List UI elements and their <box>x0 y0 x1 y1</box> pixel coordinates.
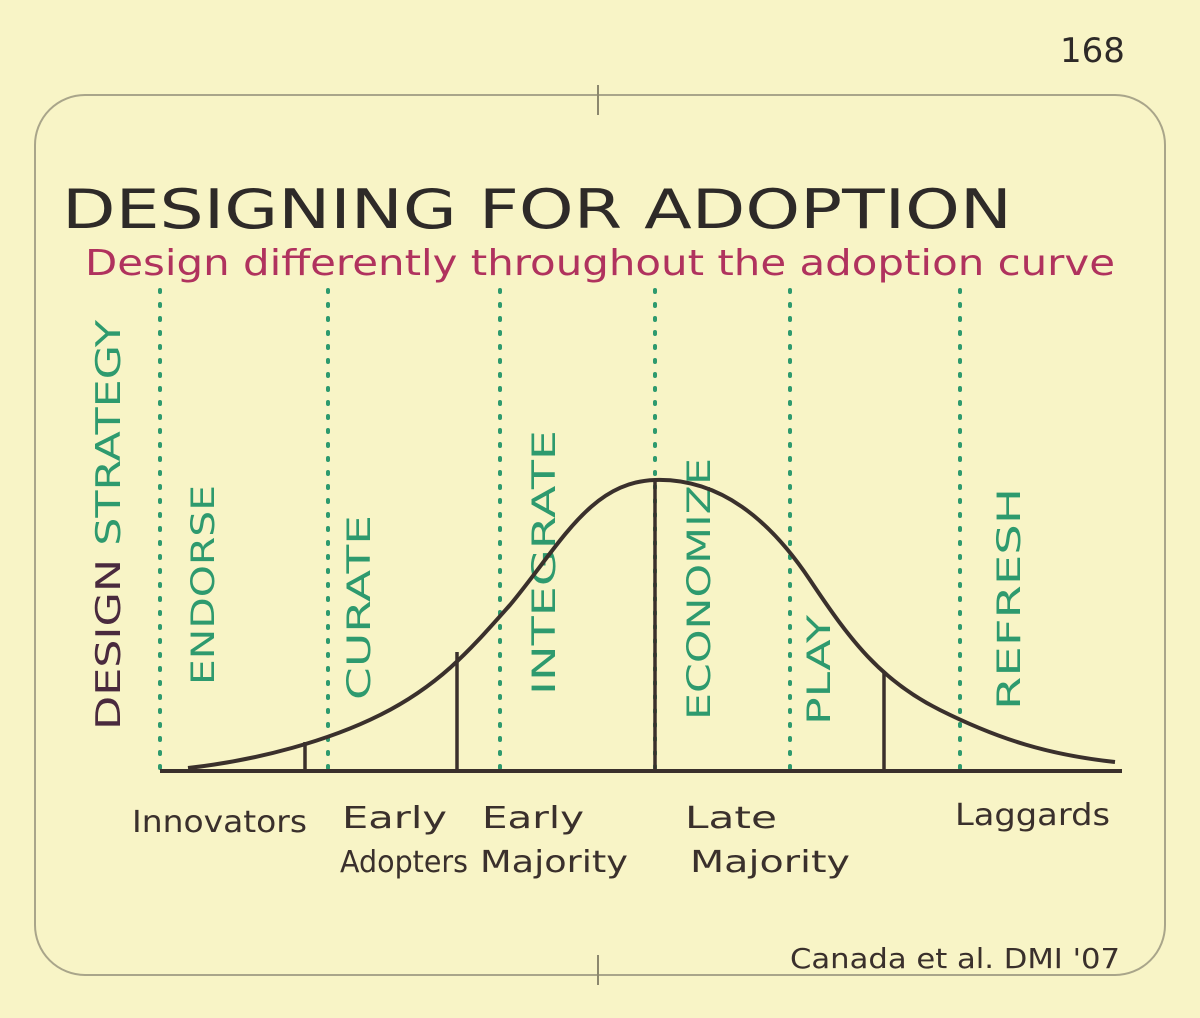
title: DESIGNING FOR ADOPTION <box>62 178 1012 241</box>
strategy-curate: CURATE <box>340 515 378 700</box>
strategy-play: PLAY <box>800 614 838 725</box>
segment-early-adopters-line2: Adopters <box>340 845 468 880</box>
segment-boundaries <box>303 480 886 771</box>
segment-early-adopters-line1: Early <box>342 801 447 836</box>
y-axis-label: DESIGNSTRATEGY <box>89 320 129 730</box>
segment-early-majority-line2: Majority <box>480 845 628 880</box>
segment-late-majority-line2: Majority <box>690 845 850 880</box>
subtitle: Design differently throughout the adopti… <box>85 243 1115 284</box>
strategy-refresh: REFRESH <box>990 488 1028 710</box>
strategy-endorse: ENDORSE <box>184 485 222 685</box>
page-number: 168 <box>1060 31 1125 71</box>
segment-laggards: Laggards <box>955 798 1110 833</box>
card-frame <box>34 94 1166 976</box>
segment-late-majority-line1: Late <box>685 801 777 836</box>
segment-innovators: Innovators <box>132 805 307 840</box>
segment-early-majority-line1: Early <box>482 801 584 836</box>
strategy-economize: ECONOMIZE <box>680 458 718 720</box>
credit: Canada et al. DMI '07 <box>790 942 1120 975</box>
